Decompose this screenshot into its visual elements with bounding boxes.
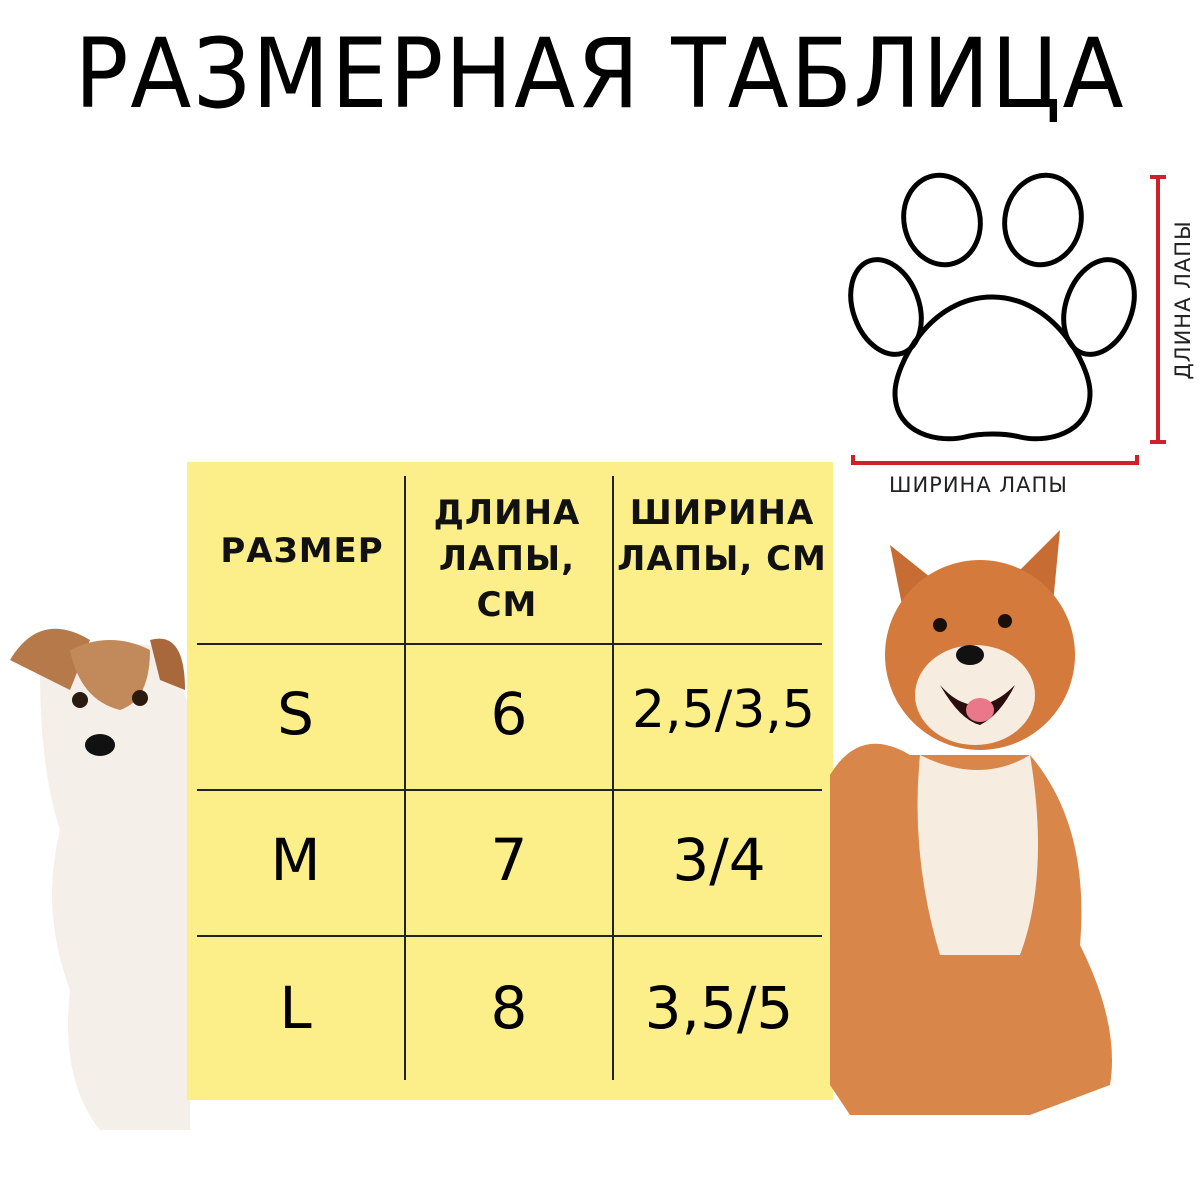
jack-russell-dog-image <box>10 628 190 1130</box>
cell-size: S <box>277 680 314 748</box>
length-measure-line <box>1150 175 1166 444</box>
header-size: РАЗМЕР <box>220 531 384 571</box>
divider <box>197 789 822 791</box>
length-label: ДЛИНА ЛАПЫ <box>1171 220 1195 380</box>
divider <box>197 643 822 645</box>
shiba-inu-dog-image <box>830 530 1112 1115</box>
header-width: ШИРИНА ЛАПЫ, СМ <box>617 493 827 579</box>
cell-length: 6 <box>490 680 528 748</box>
paw-diagram <box>848 172 1166 465</box>
page-title: РАЗМЕРНАЯ ТАБЛИЦА <box>74 18 1126 130</box>
cell-width: 3/4 <box>672 826 766 894</box>
cell-length: 7 <box>490 826 528 894</box>
cell-size: L <box>279 974 312 1042</box>
cell-width: 2,5/3,5 <box>632 680 815 740</box>
divider <box>404 476 406 1080</box>
size-table: РАЗМЕР ДЛИНА ЛАПЫ, СМ ШИРИНА ЛАПЫ, СМ S … <box>187 462 833 1100</box>
paw-icon <box>848 172 1137 442</box>
divider <box>197 935 822 937</box>
width-label: ШИРИНА ЛАПЫ <box>889 473 1068 497</box>
cell-width: 3,5/5 <box>644 974 794 1042</box>
cell-size: M <box>270 826 321 894</box>
header-length: ДЛИНА ЛАПЫ, СМ <box>433 493 581 625</box>
cell-length: 8 <box>490 974 528 1042</box>
divider <box>612 476 614 1080</box>
width-measure-line <box>851 455 1139 465</box>
